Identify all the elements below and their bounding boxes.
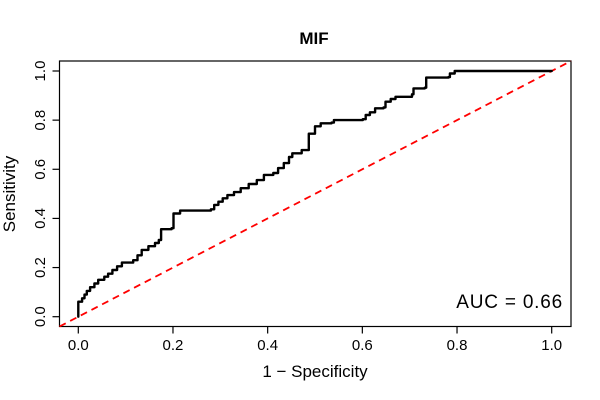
y-tick-label: 0.8	[32, 110, 49, 131]
chart-title: MIF	[299, 29, 328, 48]
plot-frame	[58, 60, 572, 328]
y-tick-label: 1.0	[32, 61, 49, 82]
x-tick-label: 1.0	[541, 337, 562, 354]
y-tick-label: 0.0	[32, 306, 49, 327]
chart-generated-layer: 0.0 0.2 0.4 0.6 0.8 1.0 0.0 0.2 0.4 0.6 0.8 1.0	[32, 60, 572, 354]
y-tick-label: 0.2	[32, 257, 49, 278]
chance-diagonal-line	[59, 60, 572, 328]
x-tick-label: 0.8	[447, 337, 468, 354]
auc-annotation: AUC = 0.66	[456, 292, 563, 313]
roc-curve	[77, 69, 553, 318]
y-tick-label: 0.6	[32, 159, 49, 180]
y-tick-label: 0.4	[32, 208, 49, 229]
x-tick-label: 0.2	[163, 337, 184, 354]
x-tick-label: 0.0	[68, 337, 89, 354]
x-tick-label: 0.6	[352, 337, 373, 354]
y-axis-label: Sensitivity	[0, 155, 19, 232]
x-axis-label: 1 − Specificity	[262, 362, 368, 381]
x-tick-label: 0.4	[257, 337, 278, 354]
